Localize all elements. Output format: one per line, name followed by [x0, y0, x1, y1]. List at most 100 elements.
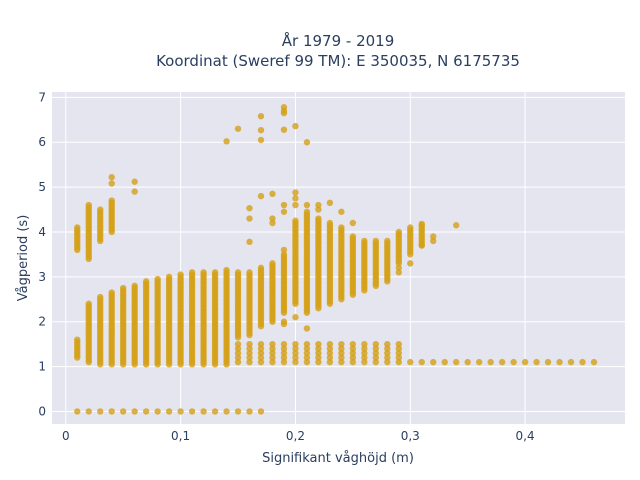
data-point: [246, 205, 253, 212]
data-point: [303, 340, 311, 348]
data-point: [85, 408, 92, 415]
data-point: [292, 195, 299, 202]
data-point: [292, 201, 299, 209]
data-point: [257, 354, 265, 361]
data-point: [556, 358, 563, 366]
data-point: [154, 408, 161, 415]
data-point: [487, 358, 494, 366]
data-point: [338, 349, 345, 357]
data-point: [223, 138, 230, 145]
data-point: [303, 354, 311, 361]
y-axis-ticks: 0 1 2 3 4 5 6 7: [38, 90, 46, 418]
data-point: [407, 358, 414, 366]
data-point: [510, 358, 517, 366]
data-point: [131, 282, 138, 290]
data-point: [303, 358, 311, 366]
x-axis-title: Signifikant våghöjd (m): [262, 451, 414, 466]
data-point: [257, 408, 265, 415]
data-point: [430, 358, 437, 366]
data-point: [292, 314, 299, 321]
data-point: [269, 219, 276, 227]
data-point: [177, 271, 184, 278]
data-point: [108, 180, 115, 187]
data-point: [372, 345, 380, 352]
data-point: [533, 358, 540, 366]
data-point: [165, 273, 173, 281]
data-point: [349, 340, 357, 348]
x-tick-label: 0,2: [286, 429, 305, 443]
data-point: [384, 340, 391, 348]
data-point: [326, 219, 334, 227]
data-point: [372, 354, 380, 361]
data-point: [200, 269, 207, 276]
data-point: [280, 201, 288, 209]
data-point: [303, 201, 311, 209]
data-point: [74, 224, 81, 231]
data-point: [269, 349, 276, 357]
data-point: [315, 215, 322, 222]
data-point: [361, 340, 368, 348]
data-point: [590, 358, 598, 366]
y-tick-label: 4: [38, 225, 46, 239]
data-point: [97, 206, 104, 213]
data-point: [430, 237, 437, 245]
data-point: [315, 201, 322, 209]
chart-title-line-2: Koordinat (Sweref 99 TM): E 350035, N 61…: [156, 52, 520, 70]
data-point: [119, 284, 127, 292]
data-point: [292, 189, 299, 196]
x-tick-label: 0,3: [401, 429, 420, 443]
y-tick-label: 6: [38, 135, 46, 149]
x-tick-label: 0,4: [516, 429, 535, 443]
data-point: [384, 345, 391, 352]
y-tick-label: 3: [38, 270, 46, 284]
data-point: [234, 340, 242, 348]
data-point: [498, 358, 506, 366]
data-point: [257, 136, 265, 144]
data-point: [326, 349, 334, 357]
data-point: [74, 408, 81, 415]
data-point: [119, 408, 127, 415]
data-point: [384, 237, 391, 245]
data-point: [395, 269, 402, 276]
data-point: [200, 408, 207, 415]
data-point: [407, 260, 414, 267]
data-point: [246, 358, 253, 366]
data-point: [74, 336, 81, 343]
data-point: [97, 293, 104, 301]
data-point: [154, 275, 161, 283]
data-point: [292, 354, 299, 361]
data-point: [108, 174, 115, 181]
data-point: [475, 358, 483, 366]
data-point: [544, 358, 552, 366]
data-point: [326, 199, 334, 207]
data-point: [303, 208, 311, 215]
data-point: [269, 190, 276, 198]
data-point: [338, 224, 345, 231]
data-point: [292, 340, 299, 348]
data-point: [234, 349, 242, 357]
data-point: [430, 233, 437, 240]
data-point: [131, 188, 138, 195]
data-point: [361, 354, 368, 361]
data-point: [372, 358, 380, 366]
data-point: [177, 408, 184, 415]
data-point: [326, 345, 334, 352]
data-point: [315, 206, 322, 213]
data-point: [384, 354, 391, 361]
data-point: [280, 345, 288, 352]
data-point: [280, 340, 288, 348]
data-point: [257, 113, 265, 120]
data-point: [223, 266, 230, 274]
data-point: [280, 349, 288, 357]
data-point: [361, 345, 368, 352]
data-point: [395, 345, 402, 352]
data-point: [315, 358, 322, 366]
data-point: [188, 408, 196, 415]
data-point: [372, 340, 380, 348]
data-point: [257, 126, 265, 134]
data-point: [315, 349, 322, 357]
data-point: [326, 340, 334, 348]
data-point: [131, 178, 138, 185]
data-point: [395, 264, 402, 272]
